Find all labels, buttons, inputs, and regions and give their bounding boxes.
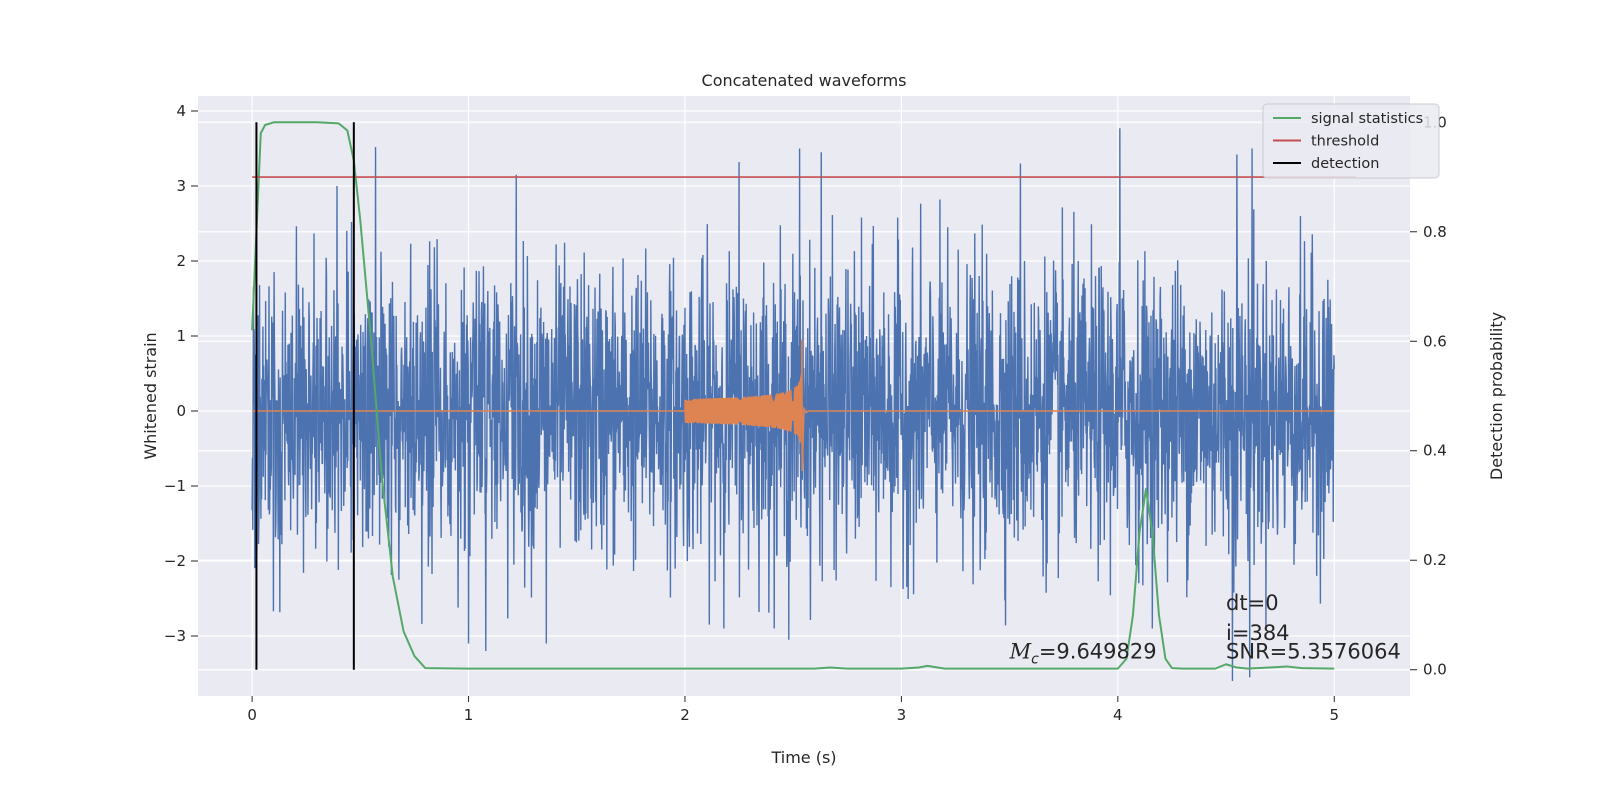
annotation-text: i=384 bbox=[1226, 621, 1290, 645]
x-tick-label: 5 bbox=[1329, 706, 1339, 724]
y-tick-label: 4 bbox=[176, 102, 186, 120]
y2-tick-label: 0.6 bbox=[1423, 332, 1447, 350]
y2-tick-label: 0.0 bbox=[1423, 661, 1447, 679]
annotation-text: SNR=5.3576064 bbox=[1226, 640, 1401, 664]
y-tick-label: −3 bbox=[164, 627, 186, 645]
y-tick-label: 1 bbox=[176, 327, 186, 345]
y-axis-label: Whitened strain bbox=[141, 332, 160, 459]
y-tick-label: 0 bbox=[176, 402, 186, 420]
y-tick-label: 2 bbox=[176, 252, 186, 270]
y-tick-label: −2 bbox=[164, 552, 186, 570]
y2-tick-label: 0.8 bbox=[1423, 223, 1447, 241]
x-tick-label: 0 bbox=[247, 706, 257, 724]
y2-axis-label: Detection probability bbox=[1487, 312, 1506, 480]
annotation-value: =9.649829 bbox=[1039, 640, 1157, 664]
chart-title: Concatenated waveforms bbox=[702, 71, 907, 90]
signal-statistics-line bbox=[251, 121, 1335, 670]
y-tick-label: −1 bbox=[164, 477, 186, 495]
y2-tick-label: 0.4 bbox=[1423, 442, 1447, 460]
annotation-symbol: M bbox=[1009, 640, 1032, 664]
injected-waveform-series bbox=[252, 339, 1335, 472]
x-axis-label: Time (s) bbox=[770, 748, 836, 767]
detection-series bbox=[255, 122, 355, 670]
x-tick-label: 1 bbox=[464, 706, 474, 724]
y2-tick-label: 0.2 bbox=[1423, 551, 1447, 569]
x-tick-label: 4 bbox=[1113, 706, 1123, 724]
legend: signal statistics threshold detection bbox=[1262, 103, 1440, 179]
x-tick-label: 2 bbox=[680, 706, 690, 724]
annotation-text: Mc=9.649829 bbox=[1009, 640, 1157, 668]
signal-statistics-series bbox=[251, 121, 1335, 670]
x-tick-label: 3 bbox=[897, 706, 907, 724]
injected-waveform-line bbox=[252, 339, 1335, 472]
legend-box bbox=[1262, 103, 1440, 179]
legend-label: signal statistics bbox=[1311, 111, 1423, 127]
annotation-subscript: c bbox=[1031, 652, 1039, 668]
y-tick-label: 3 bbox=[176, 177, 186, 195]
annotation-text: dt=0 bbox=[1226, 591, 1279, 615]
legend-label: detection bbox=[1311, 156, 1379, 172]
strain-line bbox=[251, 128, 1335, 682]
strain-series bbox=[251, 128, 1335, 682]
legend-label: threshold bbox=[1311, 134, 1379, 150]
